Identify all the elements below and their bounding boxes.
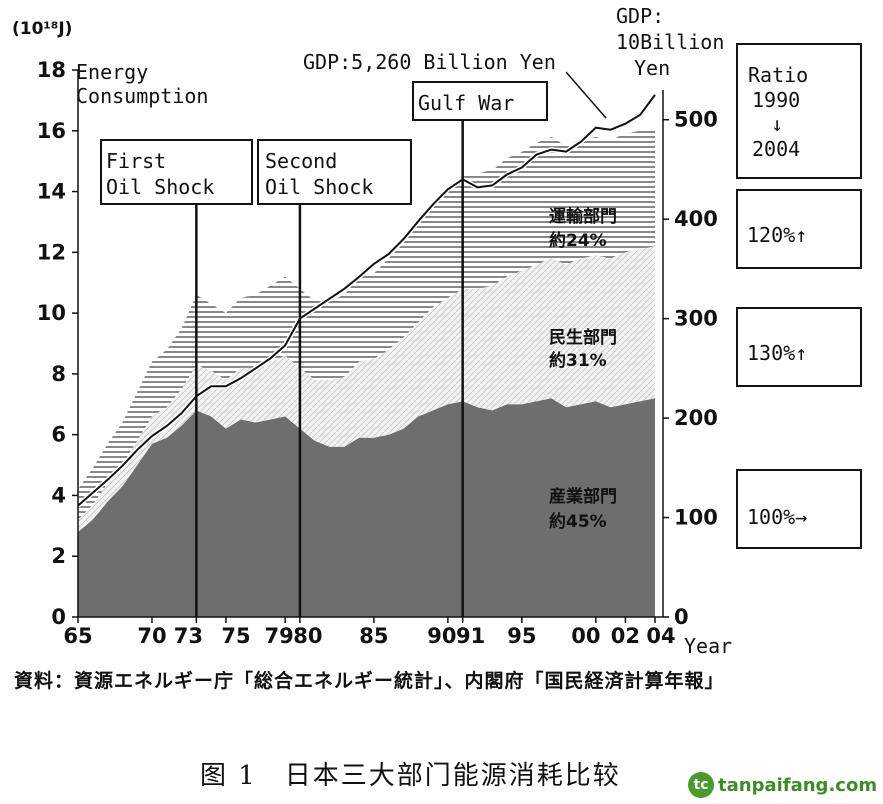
left-axis-unit: (10¹⁸J) — [12, 19, 72, 39]
ratio-industry-value: 100%→ — [747, 505, 807, 529]
gdp-annotation: GDP:5,260 Billion Yen — [303, 50, 556, 74]
ratio-header-from: 1990 — [752, 88, 800, 112]
source-note: 資料：資源エネルギー庁「総合エネルギー統計」、内閣府「国民経済計算年報」 — [14, 670, 725, 692]
left-tick-label-16: 16 — [37, 119, 66, 143]
sector-share-residential: 約31% — [549, 350, 607, 371]
x-tick-label-1973: 73 — [174, 624, 203, 648]
stacked-areas — [78, 127, 655, 617]
event-markers — [195, 120, 464, 617]
ratio-header-box: Ratio 1990 ↓ 2004 — [736, 43, 862, 179]
ratio-transport-box: 120%↑ — [736, 189, 862, 269]
sector-share-transport: 約24% — [549, 230, 607, 251]
x-tick-label-1965: 65 — [63, 624, 92, 648]
sector-name-industry: 産業部門 — [549, 486, 617, 507]
left-tick-label-0: 0 — [51, 605, 66, 629]
sector-name-residential: 民生部門 — [549, 327, 617, 348]
event-label-first-line1: First — [106, 149, 166, 173]
ratio-industry-box: 100%→ — [736, 469, 862, 549]
x-tick-label-1990: 90 — [427, 624, 456, 648]
gdp-annotation-pointer — [565, 71, 607, 119]
ratio-residential-box: 130%↑ — [736, 307, 862, 387]
sector-label-industry: 産業部門 約45% — [549, 486, 617, 532]
area-transport — [78, 127, 655, 520]
area-residential — [78, 246, 655, 532]
x-tick-label-2002: 02 — [611, 624, 640, 648]
watermark-logo: tc — [688, 772, 714, 798]
x-tick-label-1985: 85 — [359, 624, 388, 648]
left-tick-label-14: 14 — [37, 180, 66, 204]
area-industry — [78, 398, 655, 617]
x-tick-label-1995: 95 — [507, 624, 536, 648]
x-tick-label-1975: 75 — [221, 624, 250, 648]
event-label-gulf-war: Gulf War — [418, 91, 514, 115]
left-axis-label-line2: Consumption — [76, 84, 208, 108]
ratio-header-to: 2004 — [752, 137, 800, 161]
event-box-first-oil-shock: First Oil Shock — [100, 139, 253, 205]
sector-label-residential: 民生部門 約31% — [549, 327, 617, 371]
left-tick-label-8: 8 — [51, 362, 66, 386]
event-box-gulf-war: Gulf War — [412, 81, 548, 121]
gdp-line-group — [76, 93, 658, 508]
figure-caption: 图 1 日本三大部门能源消耗比较 — [200, 761, 621, 791]
right-tick-label-500: 500 — [674, 108, 718, 132]
right-axis-label-line3: Yen — [634, 56, 670, 80]
x-tick-label-1991: 91 — [456, 624, 485, 648]
sector-share-industry: 約45% — [549, 511, 607, 532]
left-tick-label-12: 12 — [37, 240, 66, 264]
right-axis-label-line1: GDP: — [616, 4, 664, 28]
x-tick-label-2000: 00 — [571, 624, 600, 648]
right-tick-label-300: 300 — [674, 307, 718, 331]
event-label-second-line1: Second — [265, 149, 337, 173]
x-tick-label-2004: 04 — [646, 624, 675, 648]
right-tick-label-100: 100 — [674, 506, 718, 530]
event-label-second-line2: Oil Shock — [265, 175, 373, 199]
watermark-text: tanpaifang.com — [718, 774, 878, 796]
gdp-line — [77, 94, 656, 507]
sector-name-transport: 運輸部門 — [549, 206, 617, 227]
left-tick-label-10: 10 — [37, 301, 66, 325]
sector-label-transport: 運輸部門 約24% — [549, 206, 617, 251]
left-tick-label-18: 18 — [37, 58, 66, 82]
right-tick-label-400: 400 — [674, 207, 718, 231]
ratio-header-arrow: ↓ — [771, 112, 783, 136]
right-axis-label-line2: 10Billion — [616, 30, 724, 54]
left-axis-label-line1: Energy — [76, 60, 148, 84]
x-tick-label-1970: 70 — [137, 624, 166, 648]
right-tick-label-200: 200 — [674, 406, 718, 430]
left-tick-label-2: 2 — [51, 544, 66, 568]
left-tick-label-4: 4 — [51, 483, 66, 507]
ratio-residential-value: 130%↑ — [747, 341, 807, 365]
ratio-transport-value: 120%↑ — [747, 223, 807, 247]
event-box-second-oil-shock: Second Oil Shock — [257, 139, 412, 205]
x-tick-label-1979: 79 — [265, 624, 294, 648]
watermark: tc tanpaifang.com — [688, 770, 877, 800]
x-tick-label-1980: 80 — [293, 624, 322, 648]
right-tick-label-0: 0 — [674, 605, 689, 629]
ratio-header-title: Ratio — [748, 63, 808, 87]
left-tick-label-6: 6 — [51, 423, 66, 447]
event-label-first-line2: Oil Shock — [106, 175, 214, 199]
x-axis-label: Year — [684, 634, 732, 658]
